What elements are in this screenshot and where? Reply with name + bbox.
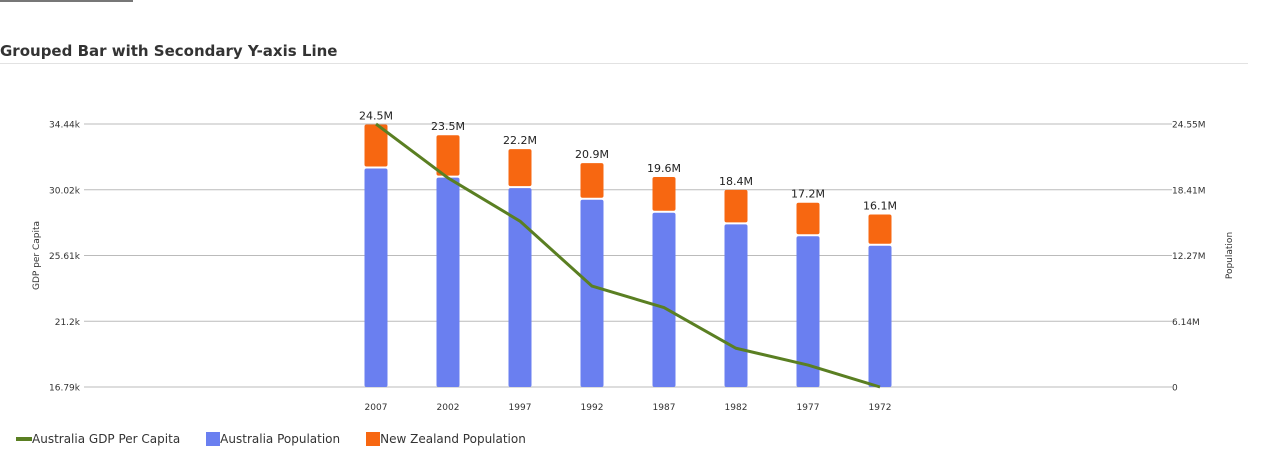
legend-label-new-zealand-population: New Zealand Population — [380, 432, 526, 446]
x-tick-label: 1997 — [509, 403, 532, 413]
title-divider — [0, 63, 1248, 64]
bar-total-label: 17.2M — [791, 188, 825, 201]
y2-axis-title: Population — [1225, 232, 1235, 279]
y-tick-label: 21.2k — [55, 318, 81, 328]
bar-australia-population — [868, 245, 892, 387]
line-australia-gdp-per-capita — [375, 122, 881, 389]
y-tick-label: 30.02k — [49, 186, 81, 196]
y2-tick-label: 24.55M — [1172, 121, 1206, 131]
bar-new-zealand-population — [508, 149, 532, 187]
bar-new-zealand-population — [868, 214, 892, 244]
y-tick-label: 25.61k — [49, 252, 81, 262]
bar-total-label: 18.4M — [719, 175, 753, 188]
page-title: Grouped Bar with Secondary Y-axis Line — [0, 42, 338, 60]
x-tick-label: 1987 — [653, 403, 676, 413]
legend-swatch-gdp — [16, 437, 32, 441]
legend-label-gdp: Australia GDP Per Capita — [32, 432, 181, 446]
bar-australia-population — [436, 177, 460, 387]
y-axis-title: GDP per Capita — [32, 221, 42, 290]
y2-tick-label: 6.14M — [1172, 318, 1200, 328]
bar-total-label: 22.2M — [503, 134, 537, 147]
x-tick-label: 2007 — [365, 403, 388, 413]
bar-new-zealand-population — [796, 202, 820, 235]
bar-total-label: 24.5M — [359, 110, 393, 123]
bar-australia-population — [652, 212, 676, 387]
y-tick-label: 34.44k — [49, 121, 81, 131]
y2-tick-label: 18.41M — [1172, 186, 1206, 196]
x-tick-label: 1972 — [869, 403, 892, 413]
bar-new-zealand-population — [724, 189, 748, 223]
x-tick-label: 2002 — [437, 403, 460, 413]
legend-label-australia-population: Australia Population — [220, 432, 341, 446]
bar-total-label: 20.9M — [575, 148, 609, 161]
legend-swatch-australia-population — [206, 432, 221, 446]
legend-item-gdp[interactable]: Australia GDP Per Capita — [16, 432, 180, 446]
bar-total-label: 16.1M — [863, 200, 897, 213]
bar-new-zealand-population — [364, 124, 388, 167]
chart-legend: Australia GDP Per Capita Australia Popul… — [16, 432, 552, 446]
bar-australia-population — [508, 188, 532, 387]
legend-item-australia-population[interactable]: Australia Population — [206, 432, 340, 446]
bar-australia-population — [796, 236, 820, 387]
legend-swatch-new-zealand-population — [366, 432, 381, 446]
bar-australia-population — [580, 199, 604, 387]
x-tick-label: 1992 — [581, 403, 604, 413]
bar-total-label: 19.6M — [647, 162, 681, 175]
y2-tick-label: 12.27M — [1172, 252, 1206, 262]
bar-new-zealand-population — [652, 177, 676, 211]
y-tick-label: 16.79k — [49, 384, 81, 394]
x-tick-label: 1977 — [797, 403, 820, 413]
bar-new-zealand-population — [580, 163, 604, 198]
x-tick-label: 1982 — [725, 403, 748, 413]
bar-australia-population — [724, 224, 748, 387]
bar-total-label: 23.5M — [431, 120, 465, 133]
bar-australia-population — [364, 168, 388, 387]
y2-tick-label: 0 — [1172, 384, 1178, 394]
legend-item-new-zealand-population[interactable]: New Zealand Population — [366, 432, 526, 446]
bar-new-zealand-population — [436, 135, 460, 176]
top-tab-underline — [0, 0, 133, 2]
